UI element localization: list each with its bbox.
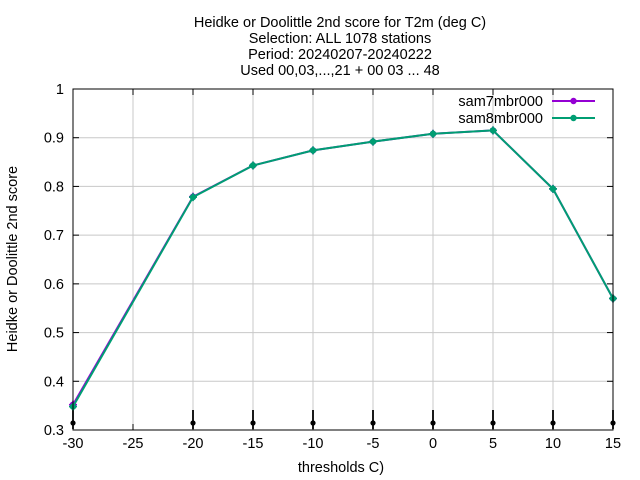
series-line (72, 129, 614, 406)
x-tick-label: 0 (429, 436, 437, 452)
sample-marker-dot (550, 420, 556, 426)
title-line-1: Heidke or Doolittle 2nd score for T2m (d… (194, 15, 486, 31)
legend-item: sam7mbr000 (458, 94, 595, 110)
grid-lines (73, 89, 613, 430)
sample-marker-dot (250, 420, 256, 426)
x-tick-label: -20 (183, 436, 204, 452)
title-line-4: Used 00,03,...,21 + 00 03 ... 48 (240, 63, 440, 79)
series-sam7mbr000 (69, 126, 617, 409)
plot-frame (72, 88, 614, 431)
x-tick-label: -25 (123, 436, 144, 452)
y-tick-label: 1 (56, 82, 64, 98)
legend-item: sam8mbr000 (458, 111, 595, 127)
legend-label: sam7mbr000 (458, 94, 543, 110)
data-point (369, 137, 377, 146)
x-tick-label: -10 (303, 436, 324, 452)
x-axis-label: thresholds C) (298, 460, 384, 476)
x-tick-label: 5 (489, 436, 497, 452)
legend-label: sam8mbr000 (458, 111, 543, 127)
y-tick-labels: 0.3 0.4 0.5 0.6 0.7 0.8 0.9 1 (44, 82, 64, 439)
data-point (249, 161, 257, 170)
x-tick-labels: -30 -25 -20 -15 -10 -5 0 5 10 15 (63, 436, 622, 452)
sample-markers (70, 410, 616, 429)
y-tick-label: 0.4 (44, 374, 64, 390)
legend-marker (570, 97, 577, 105)
series-line (72, 129, 614, 408)
y-tick-label: 0.3 (44, 423, 64, 439)
title-line-3: Period: 20240207-20240222 (248, 47, 432, 63)
sample-marker-dot (310, 420, 316, 426)
chart-title: Heidke or Doolittle 2nd score for T2m (d… (194, 15, 486, 79)
series-sam8mbr000 (69, 126, 617, 411)
data-point (189, 193, 197, 202)
series-layer (69, 126, 617, 411)
y-axis-label: Heidke or Doolittle 2nd score (5, 166, 21, 352)
y-tick-label: 0.9 (44, 131, 64, 147)
title-line-2: Selection: ALL 1078 stations (249, 31, 431, 47)
data-point (549, 184, 557, 193)
x-tick-label: -5 (367, 436, 380, 452)
data-point (309, 146, 317, 155)
x-tick-label: -30 (63, 436, 84, 452)
sample-marker-dot (190, 420, 196, 426)
y-tick-label: 0.6 (44, 277, 64, 293)
x-tick-label: 15 (605, 436, 621, 452)
x-tick-label: 10 (545, 436, 561, 452)
sample-marker-dot (370, 420, 376, 426)
legend-marker (570, 114, 577, 122)
sample-marker-dot (430, 420, 436, 426)
sample-marker-dot (490, 420, 496, 426)
axis-ticks (72, 88, 614, 431)
y-tick-label: 0.5 (44, 326, 64, 342)
x-tick-label: -15 (243, 436, 264, 452)
data-point (429, 129, 437, 138)
data-point (489, 126, 497, 135)
y-tick-label: 0.8 (44, 179, 64, 195)
y-tick-label: 0.7 (44, 228, 64, 244)
